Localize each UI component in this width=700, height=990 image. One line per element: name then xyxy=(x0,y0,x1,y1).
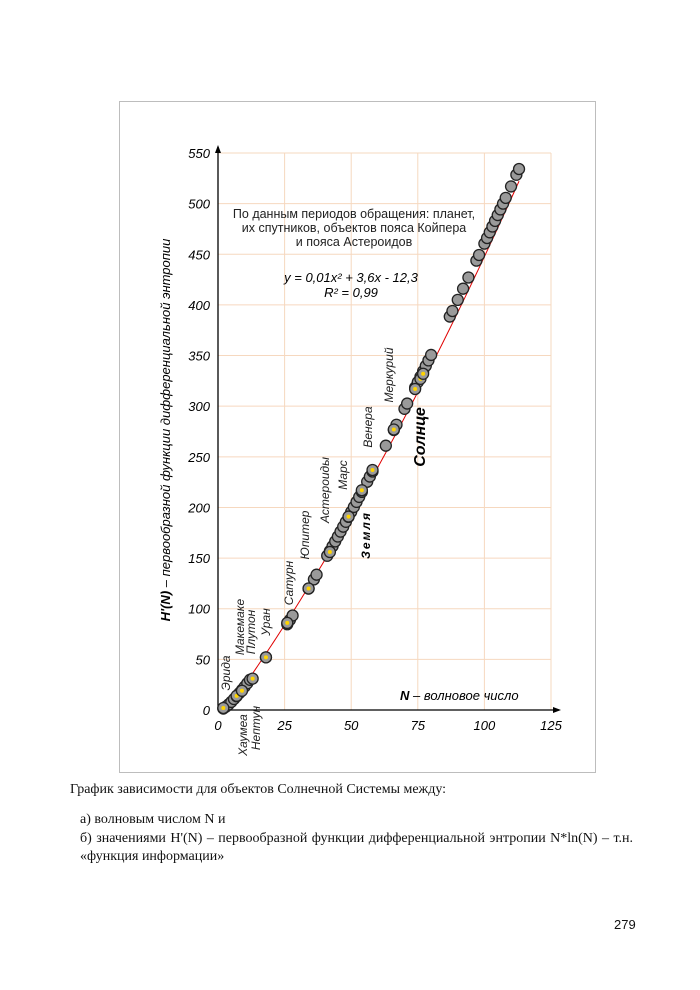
x-tick-label: 50 xyxy=(344,718,359,733)
y-tick-label: 350 xyxy=(188,349,210,364)
x-axis-arrow-icon xyxy=(553,707,561,713)
label-asteroids: Астероиды xyxy=(318,457,332,524)
label-mars: Марс xyxy=(336,460,350,489)
label-makemake: Макемаке xyxy=(233,599,247,656)
x-axis-label-symbol: N xyxy=(400,688,410,703)
x-axis-label: N – волновое число xyxy=(400,688,519,703)
r-squared: R² = 0,99 xyxy=(324,285,378,300)
data-point-highlight-center xyxy=(285,620,290,625)
y-tick-label: 150 xyxy=(188,551,210,566)
data-point xyxy=(499,191,512,205)
data-point xyxy=(462,271,475,284)
data-point xyxy=(424,348,438,362)
data-point-highlight-center xyxy=(221,705,226,710)
y-tick-label: 250 xyxy=(187,450,210,465)
data-point-highlight-center xyxy=(370,467,375,472)
data-point xyxy=(400,397,414,410)
y-axis-label-text: – первообразной функции дифференциальной… xyxy=(158,239,173,591)
label-eris: Эрида xyxy=(219,655,233,690)
y-tick-label: 550 xyxy=(188,146,210,161)
data-point-highlight-center xyxy=(263,655,268,660)
data-point xyxy=(310,568,323,581)
data-point-highlight-center xyxy=(413,386,418,391)
x-axis-label-text: – волновое число xyxy=(409,688,518,703)
x-tick-label: 100 xyxy=(474,718,496,733)
data-point xyxy=(379,439,392,452)
data-point-highlight-center xyxy=(391,427,396,432)
figure-frame xyxy=(119,101,596,773)
y-tick-label: 300 xyxy=(188,399,210,414)
label-mercury: Меркурий xyxy=(382,347,396,402)
note-line: По данным периодов обращения: планет, xyxy=(233,207,475,221)
y-axis-label-symbol: H'(N) xyxy=(158,591,173,622)
data-point xyxy=(512,162,526,176)
note: По данным периодов обращения: планет, их… xyxy=(233,207,475,249)
page-number: 279 xyxy=(614,917,636,932)
label-saturn: Сатурн xyxy=(282,560,296,605)
y-tick-label: 450 xyxy=(188,247,210,262)
list-item-a: а) волновым числом N и xyxy=(80,812,226,827)
equation: y = 0,01x² + 3,6x - 12,3 xyxy=(283,270,418,285)
y-tick-label: 0 xyxy=(203,703,211,718)
data-point-highlight-center xyxy=(250,676,255,681)
list-item-b: б) значениями H'(N) – первообразной функ… xyxy=(80,831,633,864)
x-tick-label: 75 xyxy=(411,718,426,733)
y-tick-label: 200 xyxy=(187,500,210,515)
y-tick-label: 50 xyxy=(196,652,211,667)
y-axis-arrow-icon xyxy=(215,145,221,153)
figure-caption: График зависимости для объектов Солнечно… xyxy=(70,782,447,797)
label-neptune: Нептун xyxy=(249,705,263,750)
data-point xyxy=(446,304,459,318)
data-point-highlight-center xyxy=(327,550,332,555)
data-point xyxy=(504,180,518,193)
y-tick-label: 100 xyxy=(188,602,210,617)
data-point xyxy=(472,248,486,262)
y-tick-label: 500 xyxy=(188,197,210,212)
label-uranus: Уран xyxy=(259,608,273,637)
label-earth: Земля xyxy=(359,511,373,559)
label-sun: Солнце xyxy=(412,407,429,467)
label-jupiter: Юпитер xyxy=(298,510,312,559)
data-point-highlight-center xyxy=(421,371,426,376)
label-pluto: Плутон xyxy=(244,609,258,654)
y-axis-label: H'(N) – первообразной функции дифференци… xyxy=(158,239,173,622)
y-tick-label: 400 xyxy=(188,298,210,313)
note-line: их спутников, объектов пояса Койпера xyxy=(242,221,467,235)
x-tick-label: 0 xyxy=(214,718,222,733)
label-venus: Венера xyxy=(361,406,375,448)
x-tick-label: 25 xyxy=(276,718,292,733)
x-tick-label: 125 xyxy=(540,718,562,733)
data-point-highlight-center xyxy=(346,514,351,519)
note-line: и пояса Астероидов xyxy=(296,235,413,249)
data-point-highlight-center xyxy=(359,488,364,493)
data-point-highlight-center xyxy=(306,586,311,591)
label-haumea: Хаумеа xyxy=(236,714,250,757)
data-point xyxy=(451,293,464,306)
data-point-highlight-center xyxy=(239,688,244,693)
data-point xyxy=(456,282,470,295)
